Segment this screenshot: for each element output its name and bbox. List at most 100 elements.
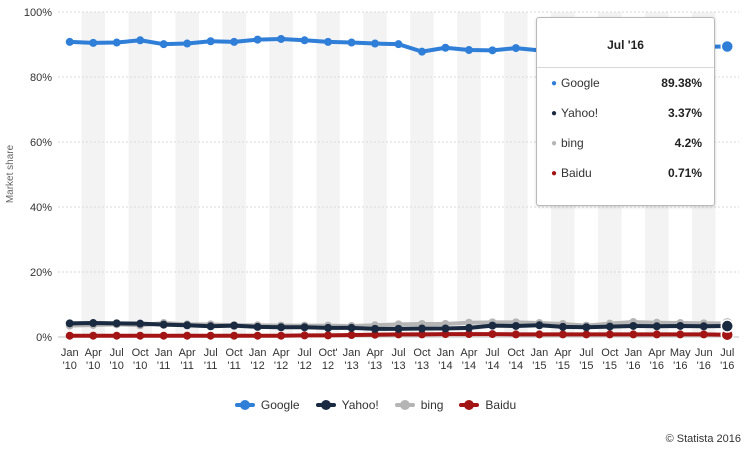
column-band (504, 12, 528, 337)
x-tick-label: '15 (532, 360, 546, 372)
legend-label: bing (420, 398, 444, 412)
source-credit[interactable]: © Statista 2016 (665, 433, 741, 445)
x-tick-label: '11 (204, 360, 218, 372)
legend-item-google[interactable]: Google (234, 398, 300, 412)
google-dot-icon: ● (551, 77, 558, 89)
yahoo-legend-icon (315, 400, 336, 410)
x-tick-label: Oct (507, 347, 524, 359)
y-tick-label: 60% (30, 137, 52, 149)
data-point-baidu (629, 330, 638, 339)
data-point-google (417, 47, 426, 56)
data-point-yahoo (324, 323, 333, 332)
x-tick-label: Jul (204, 347, 218, 359)
x-tick-label: '13 (415, 360, 429, 372)
data-point-google (65, 37, 74, 46)
data-point-baidu (136, 331, 145, 340)
x-tick-label: Jan (343, 347, 361, 359)
data-point-baidu (582, 330, 591, 339)
tooltip-row-bing: ● bing 4.2% (537, 128, 714, 158)
data-point-baidu (417, 330, 426, 339)
x-tick-label: '16 (626, 360, 640, 372)
tooltip-row-baidu: ● Baidu 0.71% (537, 158, 714, 188)
data-point-yahoo (582, 323, 591, 332)
data-point-google (89, 38, 98, 47)
x-tick-label: Apr (179, 347, 196, 359)
tooltip-title: Jul '16 (607, 38, 644, 52)
legend-item-bing[interactable]: bing (394, 398, 444, 412)
google-legend-icon (234, 400, 255, 410)
tooltip-divider (537, 67, 714, 68)
data-point-yahoo (112, 319, 121, 328)
data-point-baidu (699, 330, 708, 339)
data-point-yahoo (652, 322, 661, 331)
tooltip-series-name: bing (561, 136, 584, 150)
x-tick-label: '16 (673, 360, 687, 372)
column-band (363, 12, 387, 337)
data-point-baidu (206, 331, 215, 340)
baidu-dot-icon: ● (551, 167, 558, 179)
data-point-yahoo (230, 321, 239, 330)
legend-item-baidu[interactable]: Baidu (459, 398, 516, 412)
x-tick-label: Oct (413, 347, 430, 359)
x-tick-label: '15 (579, 360, 593, 372)
x-tick-label: Jan (624, 347, 642, 359)
legend-item-yahoo[interactable]: Yahoo! (315, 398, 379, 412)
x-tick-label: Jan (437, 347, 455, 359)
x-tick-label: '13 (391, 360, 405, 372)
x-tick-label: Oct (226, 347, 243, 359)
data-point-yahoo (65, 319, 74, 328)
data-point-baidu (652, 330, 661, 339)
legend-label: Yahoo! (341, 398, 379, 412)
x-tick-label: Jan (249, 347, 267, 359)
legend-label: Google (260, 398, 300, 412)
tooltip-row-google: ● Google 89.38% (537, 68, 714, 98)
data-point-baidu (464, 330, 473, 339)
data-point-yahoo (417, 324, 426, 333)
column-band (128, 12, 152, 337)
data-point-google (511, 44, 520, 53)
x-tick-label: '12 (250, 360, 264, 372)
column-band (175, 12, 199, 337)
x-tick-label: '12 (297, 360, 311, 372)
tooltip-series-value: 0.71% (667, 166, 702, 180)
data-point-yahoo (605, 322, 614, 331)
data-point-google (394, 40, 403, 49)
data-point-google (253, 35, 262, 44)
yahoo-dot-icon: ● (551, 107, 558, 119)
data-point-baidu (347, 331, 356, 340)
x-tick-label: Apr (85, 347, 102, 359)
data-point-baidu (253, 331, 262, 340)
data-point-baidu (183, 331, 192, 340)
data-point-google (347, 38, 356, 47)
x-tick-label: '14 (462, 360, 476, 372)
data-point-google (488, 46, 497, 55)
x-tick-label: Oct (132, 347, 149, 359)
x-tick-label: '14 (438, 360, 452, 372)
data-point-yahoo (136, 319, 145, 328)
tooltip-series-name: Google (561, 76, 600, 90)
x-tick-label: Jul (391, 347, 405, 359)
x-tick-label: '16 (650, 360, 664, 372)
data-point-baidu (89, 331, 98, 340)
x-tick-label: Jul (298, 347, 312, 359)
x-tick-label: '13 (344, 360, 358, 372)
x-tick-label: '12 (274, 360, 288, 372)
column-band (457, 12, 481, 337)
bing-dot-icon: ● (551, 137, 558, 149)
tooltip-series-value: 4.2% (674, 136, 702, 150)
column-band (222, 12, 246, 337)
y-tick-label: 40% (30, 202, 52, 214)
tooltip-series-name: Baidu (561, 166, 592, 180)
data-point-google (112, 38, 121, 47)
x-tick-label: May (670, 347, 691, 359)
data-point-yahoo (699, 322, 708, 331)
data-point-yahoo (277, 323, 286, 332)
data-point-google (371, 39, 380, 48)
x-tick-label: '10 (86, 360, 100, 372)
data-point-yahoo (535, 321, 544, 330)
data-point-yahoo (720, 319, 735, 333)
y-tick-label: 80% (30, 72, 52, 84)
data-point-yahoo (394, 324, 403, 333)
data-point-yahoo (206, 322, 215, 331)
column-band (269, 12, 293, 337)
